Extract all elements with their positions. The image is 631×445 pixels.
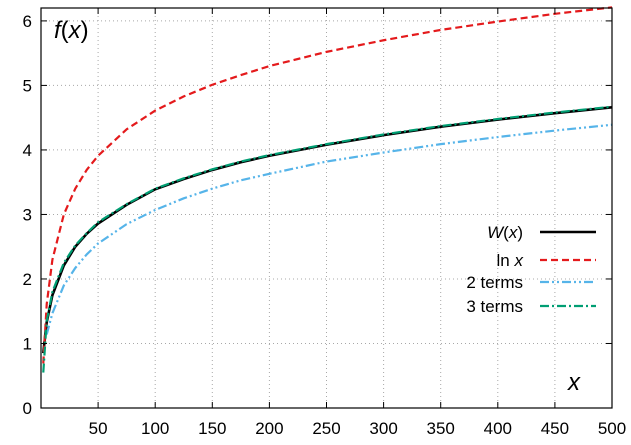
- legend-label-3: 3 terms: [466, 297, 523, 316]
- grid-lines: [41, 8, 612, 408]
- x-tick-label: 300: [369, 419, 397, 438]
- x-tick-label: 500: [598, 419, 626, 438]
- y-axis-label: f(x): [54, 17, 89, 44]
- x-tick-label: 350: [427, 419, 455, 438]
- y-tick-label: 2: [23, 270, 32, 289]
- series-line-3: [42, 105, 613, 373]
- y-tick-label: 1: [23, 334, 32, 353]
- x-tick-label: 450: [541, 419, 569, 438]
- x-tick-label: 50: [89, 419, 108, 438]
- x-tick-label: 200: [255, 419, 283, 438]
- legend-label-2: 2 terms: [466, 273, 523, 292]
- y-tick-label: 3: [23, 205, 32, 224]
- x-tick-label: 400: [484, 419, 512, 438]
- legend: W(x) ln x 2 terms 3 terms: [466, 223, 596, 316]
- series-line-2: [45, 123, 613, 335]
- y-tick-label: 5: [23, 76, 32, 95]
- axis-ticks: 50 100 150 200 250 300 350 400 450 500 0 1 2 3 4 5 6: [23, 8, 626, 438]
- series-lines: [41, 6, 613, 373]
- y-tick-label: 4: [23, 141, 32, 160]
- legend-label-1: ln x: [497, 251, 524, 270]
- series-line-1: [42, 6, 613, 364]
- legend-label-0: W(x): [487, 223, 523, 242]
- y-tick-label: 0: [23, 399, 32, 418]
- x-tick-label: 100: [141, 419, 169, 438]
- x-axis-label: x: [567, 369, 581, 396]
- x-tick-label: 150: [198, 419, 226, 438]
- x-tick-label: 250: [312, 419, 340, 438]
- y-tick-label: 6: [23, 12, 32, 31]
